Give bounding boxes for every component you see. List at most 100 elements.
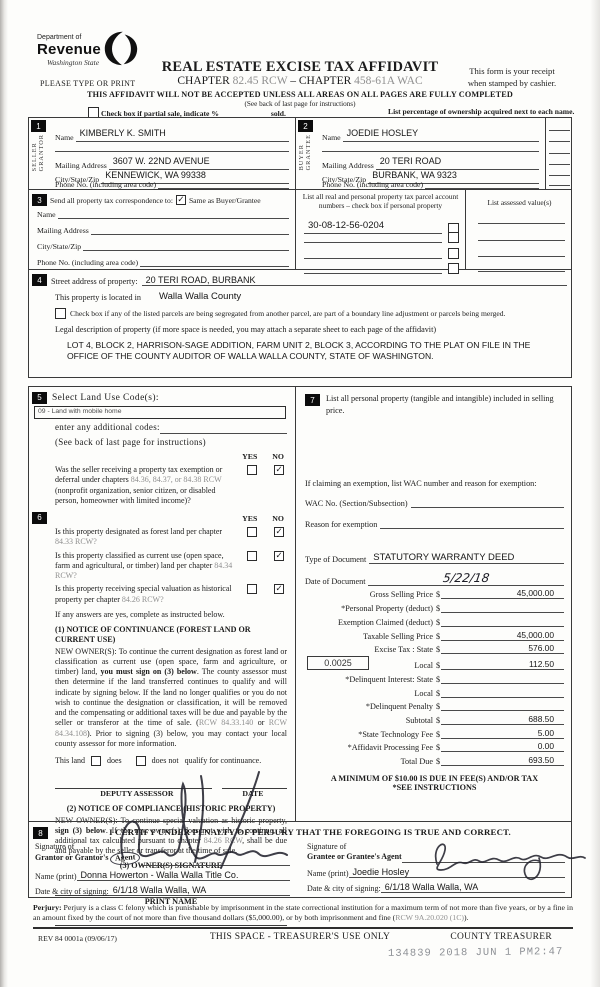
ownership-percent-field[interactable] <box>549 141 570 142</box>
affidavit-processing-fee-field[interactable]: 0.00 <box>441 740 564 753</box>
section-2-buyer: 2 BUYER GRANTEE Name JOEDIE HOSLEY Mailing… <box>296 118 545 189</box>
taxable-selling-price-field[interactable]: 45,000.00 <box>441 629 564 641</box>
type-of-document-field[interactable]: STATUTORY WARRANTY DEED <box>369 552 564 564</box>
corr-name-field[interactable] <box>57 208 289 219</box>
total-due-field[interactable]: 693.50 <box>441 754 564 767</box>
seller-name-field[interactable]: KIMBERLY K. SMITH <box>75 123 289 142</box>
personal-property-blank-area[interactable] <box>305 417 564 479</box>
exemption-claimed-field[interactable] <box>441 615 564 627</box>
parcel-field-4[interactable] <box>304 263 442 274</box>
question-text: Was the seller receiving a property tax … <box>55 465 223 505</box>
corr-phone-field[interactable] <box>140 256 289 267</box>
question-text: Is this property classified as current u… <box>55 550 233 581</box>
grantee-date-city-row: Date & city of signing: 6/1/18 Walla Wal… <box>307 882 565 893</box>
corr-city-row: City/State/Zip <box>37 240 289 251</box>
seller-extra-field[interactable] <box>55 141 289 152</box>
seller-phone-field[interactable] <box>158 178 289 189</box>
parcel-header: List all real and personal property tax … <box>302 192 459 211</box>
seller-mailing-field[interactable]: 3607 W. 22ND AVENUE <box>108 151 289 170</box>
buyer-city-field[interactable]: BURBANK, WA 9323 <box>368 165 539 184</box>
exemption-yes-checkbox[interactable] <box>247 465 257 476</box>
parcel-field-2[interactable] <box>304 232 442 243</box>
forest-no-checkbox[interactable]: ✓ <box>274 527 284 538</box>
street-address-field[interactable]: 20 TERI ROAD, BURBANK <box>141 275 567 286</box>
historical-no-checkbox[interactable]: ✓ <box>274 584 284 595</box>
dor-logo: Department of Revenue Washington State <box>37 31 139 67</box>
county-treasurer-label: COUNTY TREASURER <box>450 932 552 942</box>
historical-yes-checkbox[interactable] <box>247 584 257 595</box>
grantee-signature-field[interactable] <box>401 852 565 863</box>
wac-number-field[interactable] <box>410 497 564 508</box>
corr-mailing-field[interactable] <box>90 224 289 235</box>
parcel-field-3[interactable] <box>304 248 442 259</box>
does-checkbox[interactable] <box>91 756 101 767</box>
land-use-title: Select Land Use Code(s): <box>52 393 159 403</box>
buyer-name-field[interactable]: JOEDIE HOSLEY <box>342 123 539 142</box>
money-row-delinquent-interest-local: Local $ <box>305 684 564 698</box>
same-as-buyer-checkbox[interactable]: ✓ <box>175 195 186 205</box>
delinquent-penalty-field[interactable] <box>441 699 564 712</box>
section-4-property: 4 Street address of property: 20 TERI RO… <box>29 270 573 378</box>
logo-dept-text: Department of <box>37 34 82 41</box>
grantor-signature-field[interactable] <box>140 855 290 866</box>
exemption-no-checkbox[interactable]: ✓ <box>274 465 284 476</box>
notice-continuance-title: (1) NOTICE OF CONTINUANCE (FOREST LAND O… <box>55 624 251 645</box>
grantee-print-name-field[interactable]: Joedie Hosley <box>348 867 565 878</box>
parcel-numbers-column: List all real and personal property tax … <box>296 190 465 274</box>
date-of-document-field[interactable]: 5/22/18 <box>368 571 564 586</box>
state-technology-fee-field[interactable]: 5.00 <box>441 727 564 739</box>
assessed-value-field-1[interactable] <box>478 223 565 224</box>
personal-property-checkbox-3[interactable] <box>448 248 459 259</box>
minimum-due-note: A MINIMUM OF $10.00 IS DUE IN FEE(S) AND… <box>330 774 539 784</box>
deputy-assessor-signature-field[interactable] <box>55 780 212 790</box>
assessed-value-field-4[interactable] <box>478 271 565 272</box>
current-use-no-checkbox[interactable]: ✓ <box>274 550 284 561</box>
form-title: REAL ESTATE EXCISE TAX AFFIDAVIT <box>161 59 439 75</box>
personal-property-checkbox-4[interactable] <box>448 263 459 274</box>
excise-tax-local-field[interactable]: 112.50 <box>441 658 564 671</box>
parcel-field-1[interactable]: 30-08-12-56-0204 <box>304 215 442 234</box>
located-row: This property is located in Walla Walla … <box>55 291 241 302</box>
assessor-date-field[interactable] <box>221 780 287 790</box>
corr-city-field[interactable] <box>83 240 289 251</box>
personal-property-deduct-field[interactable] <box>441 601 564 614</box>
exemption-reason-field[interactable] <box>380 518 564 529</box>
current-use-yes-checkbox[interactable] <box>247 550 257 561</box>
buyer-mailing-field[interactable]: 20 TERI ROAD <box>375 151 539 170</box>
ownership-percent-field[interactable] <box>549 175 570 176</box>
additional-codes-row: enter any additional codes: <box>55 422 287 434</box>
buyer-phone-field[interactable] <box>425 178 539 189</box>
ownership-percent-field[interactable] <box>549 130 570 131</box>
buyer-extra-field[interactable] <box>322 141 539 152</box>
grantor-date-city-field[interactable]: 6/1/18 Walla Walla, WA <box>108 885 290 896</box>
see-back-note: (See back of last page for instructions) <box>244 100 356 108</box>
grantee-date-city-field[interactable]: 6/1/18 Walla Walla, WA <box>380 882 565 893</box>
does-not-checkbox[interactable] <box>135 756 146 767</box>
forest-yes-checkbox[interactable] <box>247 527 257 538</box>
delinquent-interest-state-field[interactable] <box>441 672 564 684</box>
scan-edge-left <box>0 0 8 987</box>
owner-print-name-field[interactable] <box>55 917 287 927</box>
ownership-percent-field[interactable] <box>549 164 570 165</box>
buyer-phone-row: Phone No. (including area code) <box>322 178 539 189</box>
delinquent-interest-local-field[interactable] <box>441 686 564 698</box>
ownership-percent-field[interactable] <box>549 185 570 186</box>
notice-compliance-title: (2) NOTICE OF COMPLIANCE (HISTORIC PROPE… <box>66 804 276 814</box>
ownership-percent-field[interactable] <box>549 153 570 154</box>
right-column: 7 List all personal property (tangible a… <box>296 387 573 821</box>
additional-codes-field[interactable] <box>159 423 287 434</box>
land-use-code-select[interactable]: 09 - Land with mobile home <box>34 406 286 420</box>
grantor-print-name-field[interactable]: Donna Howerton - Walla Walla Title Co. <box>76 870 290 881</box>
subtotal-field[interactable]: 688.50 <box>441 713 564 725</box>
seller-grantor-side-label: SELLER GRANTOR <box>31 134 45 172</box>
gross-selling-price-field[interactable]: 45,000.00 <box>441 587 564 600</box>
assessed-value-field-2[interactable] <box>478 240 565 241</box>
excise-tax-state-field[interactable]: 576.00 <box>441 642 564 655</box>
assessed-value-field-3[interactable] <box>478 256 565 257</box>
segregated-checkbox[interactable] <box>55 308 66 319</box>
divider <box>295 387 296 821</box>
grantor-name-row: Name (print) Donna Howerton - Walla Wall… <box>35 870 290 881</box>
seller-city-field[interactable]: KENNEWICK, WA 99338 <box>101 165 289 184</box>
ownership-note: List percentage of ownership acquired ne… <box>388 107 575 116</box>
personal-property-checkbox-2[interactable] <box>448 232 459 243</box>
